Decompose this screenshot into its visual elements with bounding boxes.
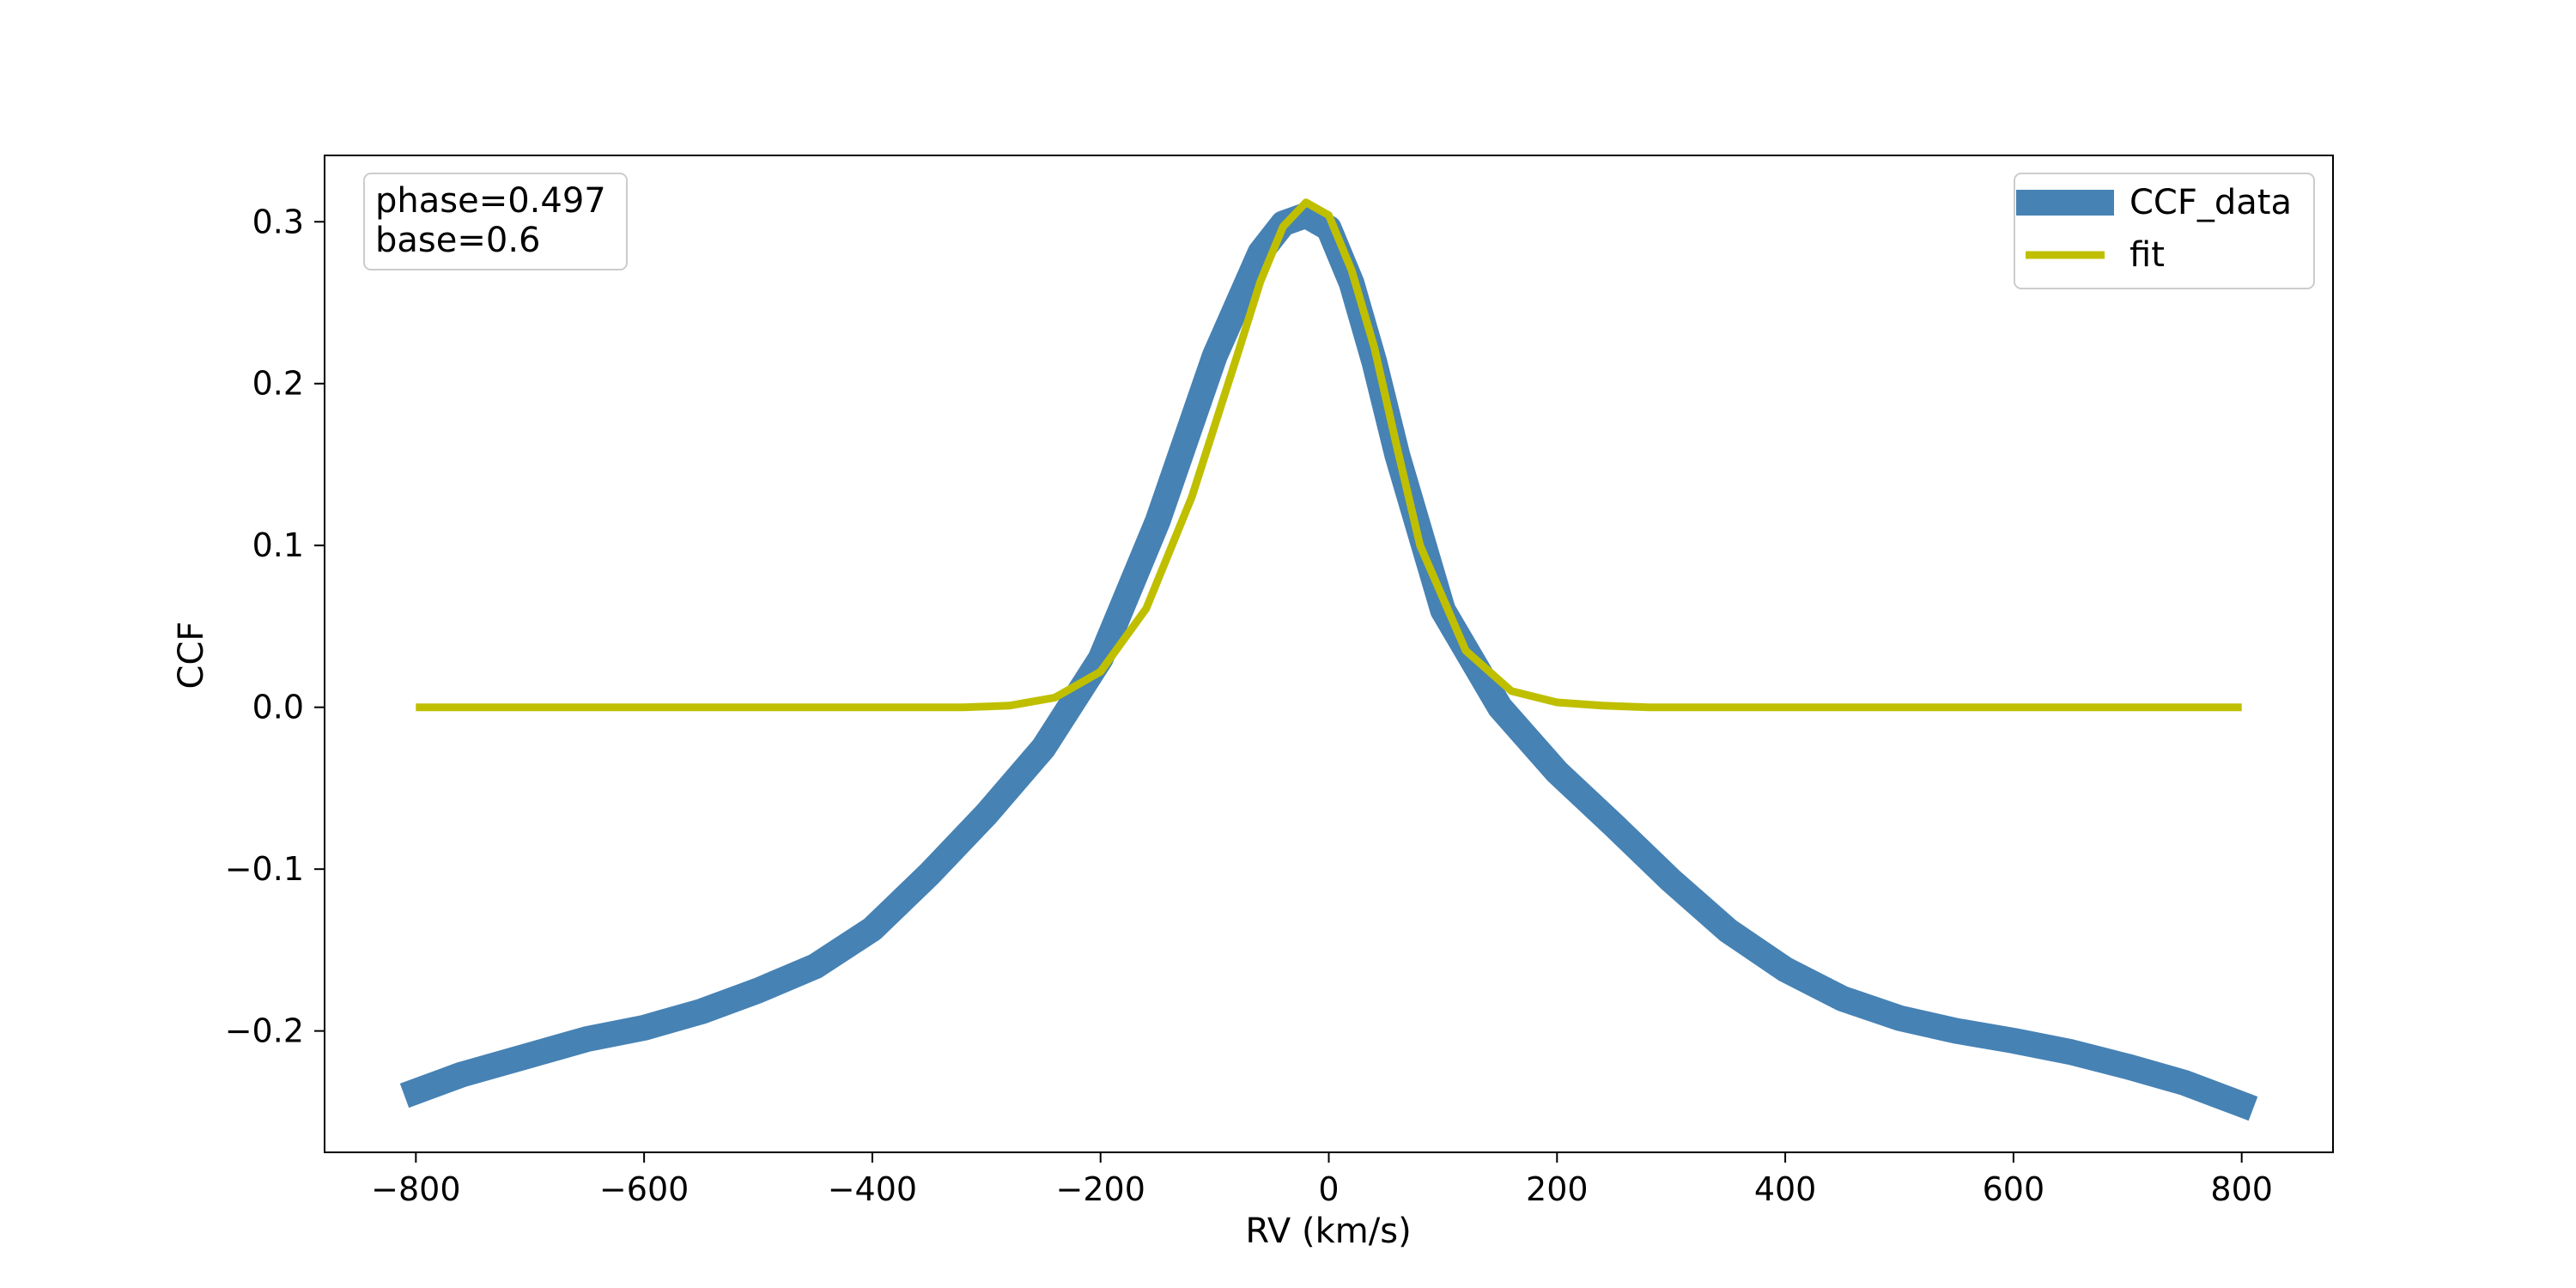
legend-label-ccf-data: CCF_data — [2129, 183, 2292, 222]
y-tick-label: 0.2 — [252, 365, 304, 403]
x-tick-label: −200 — [1056, 1170, 1145, 1208]
y-tick-label: 0.1 — [252, 526, 304, 564]
annotation-box: phase=0.497 base=0.6 — [363, 173, 628, 270]
x-tick-label: 0 — [1318, 1170, 1339, 1208]
x-tick-label: 200 — [1526, 1170, 1589, 1208]
x-tick-label: 400 — [1754, 1170, 1817, 1208]
y-tick-label: −0.2 — [225, 1012, 304, 1050]
x-tick-label: 600 — [1983, 1170, 2045, 1208]
y-tick-label: 0.3 — [252, 203, 304, 240]
series-layer — [399, 198, 2258, 1121]
annotation-base: base=0.6 — [375, 221, 540, 260]
y-tick-label: −0.1 — [225, 850, 304, 888]
series-line-ccf-data — [399, 202, 2258, 1121]
x-tick-label: −400 — [828, 1170, 917, 1208]
annotation-phase: phase=0.497 — [375, 181, 606, 221]
legend: CCF_data fit — [2014, 173, 2315, 289]
y-axis-label: CCF — [172, 622, 211, 690]
y-tick-label: 0.0 — [252, 689, 304, 726]
x-tick-label: −800 — [371, 1170, 460, 1208]
x-axis-label: RV (km/s) — [1245, 1212, 1411, 1251]
x-tick-label: −600 — [599, 1170, 689, 1208]
legend-label-fit: fit — [2129, 235, 2165, 275]
x-axis: −800 −600 −400 −200 0 200 400 600 800 — [371, 1152, 2273, 1208]
x-tick-label: 800 — [2210, 1170, 2273, 1208]
series-line-fit — [416, 198, 2242, 712]
y-axis: −0.2 −0.1 0.0 0.1 0.2 0.3 — [225, 203, 325, 1050]
